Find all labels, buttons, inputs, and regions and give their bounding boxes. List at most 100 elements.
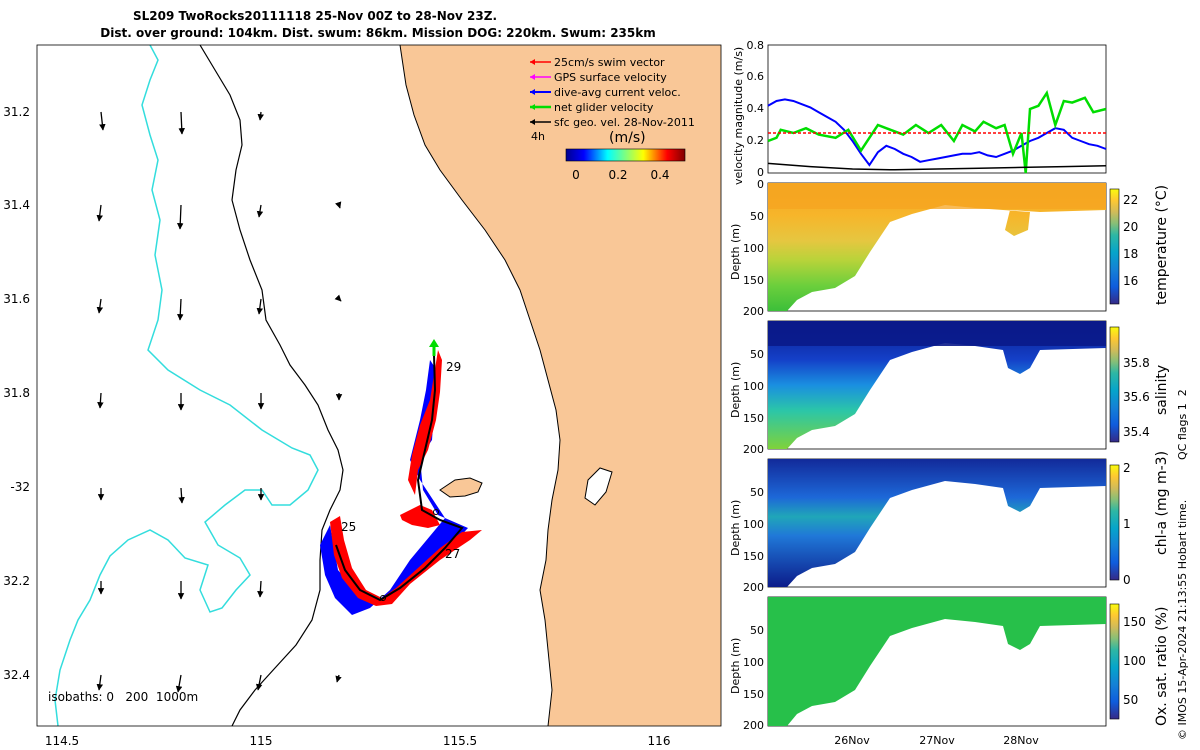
- salinity-cblabel: salinity: [1154, 365, 1170, 415]
- lon-tick: 115.5: [443, 734, 477, 748]
- day-label-29: 29: [446, 360, 461, 374]
- colorbar-scale: [565, 148, 686, 162]
- vel-ytick: 0.6: [747, 70, 765, 83]
- chl-cbtick: 1: [1123, 517, 1131, 531]
- colorbar-tick: 0.4: [650, 168, 669, 182]
- legend-sfc-geo-velocity: sfc geo. vel. 28-Nov-2011: [554, 116, 695, 129]
- chl-ytick: 100: [743, 518, 764, 531]
- map-colorbar: 4h (m/s) 0 0.2 0.4: [531, 130, 686, 182]
- velocity-yticks: 0 0.2 0.4 0.6 0.8: [747, 39, 765, 179]
- vel-ytick: 0.2: [747, 134, 765, 147]
- qc-flags-label: QC flags 1 2: [1176, 389, 1189, 460]
- sal-cbtick: 35.6: [1123, 390, 1150, 404]
- oxygen-ylabel: Depth (m): [729, 638, 742, 694]
- lat-tick: -32: [10, 480, 30, 494]
- day-marker: [380, 595, 386, 601]
- map-lon-ticks: 114.5 115 115.5 116: [45, 734, 671, 748]
- velocity-line-sfc: [767, 162, 1107, 171]
- ox-ytick: 200: [743, 719, 764, 732]
- temperature-panel: 0 50 100 150 200 Depth (m) 22 20 18 16 t…: [729, 178, 1170, 318]
- temp-ytick: 100: [743, 242, 764, 255]
- ox-cbtick: 150: [1123, 615, 1146, 629]
- swim-vector-cloud-2: [400, 505, 440, 528]
- geo-velocity-arrows: [96, 111, 343, 693]
- estuary: [584, 467, 613, 506]
- temperature-yticks: 0 50 100 150 200: [743, 178, 764, 318]
- ox-ytick: 100: [743, 656, 764, 669]
- land: [400, 45, 721, 726]
- oxygen-panel: 50 100 150 200 Depth (m) 150 100 50 Ox. …: [729, 596, 1170, 732]
- sal-ytick: 50: [750, 348, 764, 361]
- isobath-1000: [54, 45, 319, 726]
- oxygen-yticks: 50 100 150 200: [743, 624, 764, 732]
- velocity-line-diveavg: [767, 98, 1107, 167]
- glider-track: [335, 354, 464, 602]
- temp-cbtick: 20: [1123, 220, 1138, 234]
- temperature-colorbar: [1109, 188, 1120, 305]
- colorbar-tick: 0: [572, 168, 580, 182]
- sal-ytick: 150: [743, 412, 764, 425]
- temp-ytick: 200: [743, 305, 764, 318]
- sal-cbtick: 35.4: [1123, 425, 1150, 439]
- lon-tick: 115: [250, 734, 273, 748]
- chl-ytick: 150: [743, 550, 764, 563]
- oxygen-field: [768, 597, 1106, 726]
- salinity-colorbar: [1109, 326, 1120, 443]
- legend-net-glider-velocity: net glider velocity: [554, 101, 654, 114]
- sal-ytick: 200: [743, 443, 764, 456]
- lat-tick: 31.8: [3, 386, 30, 400]
- temperature-ylabel: Depth (m): [729, 224, 742, 280]
- colorbar-unit: (m/s): [609, 130, 646, 146]
- day-label-25: 25: [341, 520, 356, 534]
- day-label-27: 27: [445, 547, 460, 561]
- chla-panel: 50 100 150 200 Depth (m) 2 1 0 chl-a (mg…: [729, 451, 1170, 594]
- chla-yticks: 50 100 150 200: [743, 486, 764, 594]
- chla-cblabel: chl-a (mg m-3): [1154, 451, 1170, 555]
- velocity-axes: [767, 44, 1107, 174]
- title-line-2: Dist. over ground: 104km. Dist. swum: 86…: [100, 26, 656, 40]
- lat-tick: 31.4: [3, 198, 30, 212]
- salinity-yticks: 50 100 150 200: [743, 348, 764, 456]
- vel-ytick: 0.8: [747, 39, 765, 52]
- temperature-surface-band: [768, 183, 1106, 209]
- temp-cbtick: 22: [1123, 193, 1138, 207]
- lat-tick: 31.2: [3, 105, 30, 119]
- temp-ytick: 0: [757, 178, 764, 191]
- velocity-panel: 0 0.2 0.4 0.6 0.8 velocity magnitude (m/…: [732, 39, 1107, 185]
- salinity-surface-band: [768, 321, 1106, 346]
- salinity-panel: 50 100 150 200 Depth (m) 35.8 35.6 35.4 …: [729, 320, 1170, 456]
- swim-vector-cloud-3: [408, 350, 442, 495]
- legend-swim-vector: 25cm/s swim vector: [554, 56, 665, 69]
- velocity-ylabel: velocity magnitude (m/s): [732, 47, 745, 185]
- title-line-1: SL209 TwoRocks20111118 25-Nov 00Z to 28-…: [133, 9, 497, 23]
- chla-field: [768, 459, 1106, 587]
- lon-tick: 116: [648, 734, 671, 748]
- credit-label: © IMOS 15-Apr-2024 21:13:55 Hobart time.: [1176, 500, 1189, 740]
- lat-tick: 32.2: [3, 574, 30, 588]
- chl-ytick: 200: [743, 581, 764, 594]
- time-axis: 26Nov 27Nov 28Nov: [834, 734, 1039, 747]
- net-glider-velocity-head: [429, 339, 439, 347]
- temp-ytick: 150: [743, 274, 764, 287]
- ox-cbtick: 50: [1123, 693, 1138, 707]
- velocity-series: [767, 89, 1107, 174]
- chla-ylabel: Depth (m): [729, 500, 742, 556]
- map-panel: 25 27 29 isobaths: 0 200 1000m 31.2 31.4…: [3, 44, 722, 748]
- map-frame: [36, 44, 722, 727]
- temp-ytick: 50: [750, 210, 764, 223]
- ox-ytick: 150: [743, 688, 764, 701]
- salinity-ylabel: Depth (m): [729, 362, 742, 418]
- temperature-field: [768, 183, 1106, 311]
- vel-ytick: 0: [757, 166, 764, 179]
- legend-dive-avg-current: dive-avg current veloc.: [554, 86, 681, 99]
- temperature-cblabel: temperature (°C): [1154, 185, 1170, 305]
- lat-tick: 31.6: [3, 292, 30, 306]
- time-tick: 28Nov: [1003, 734, 1039, 747]
- ox-cbtick: 100: [1123, 654, 1146, 668]
- chl-ytick: 50: [750, 486, 764, 499]
- colorbar-tick: 0.2: [608, 168, 627, 182]
- isobaths-label: isobaths: 0 200 1000m: [48, 690, 198, 704]
- colorbar-interval: 4h: [531, 130, 545, 143]
- ox-ytick: 50: [750, 624, 764, 637]
